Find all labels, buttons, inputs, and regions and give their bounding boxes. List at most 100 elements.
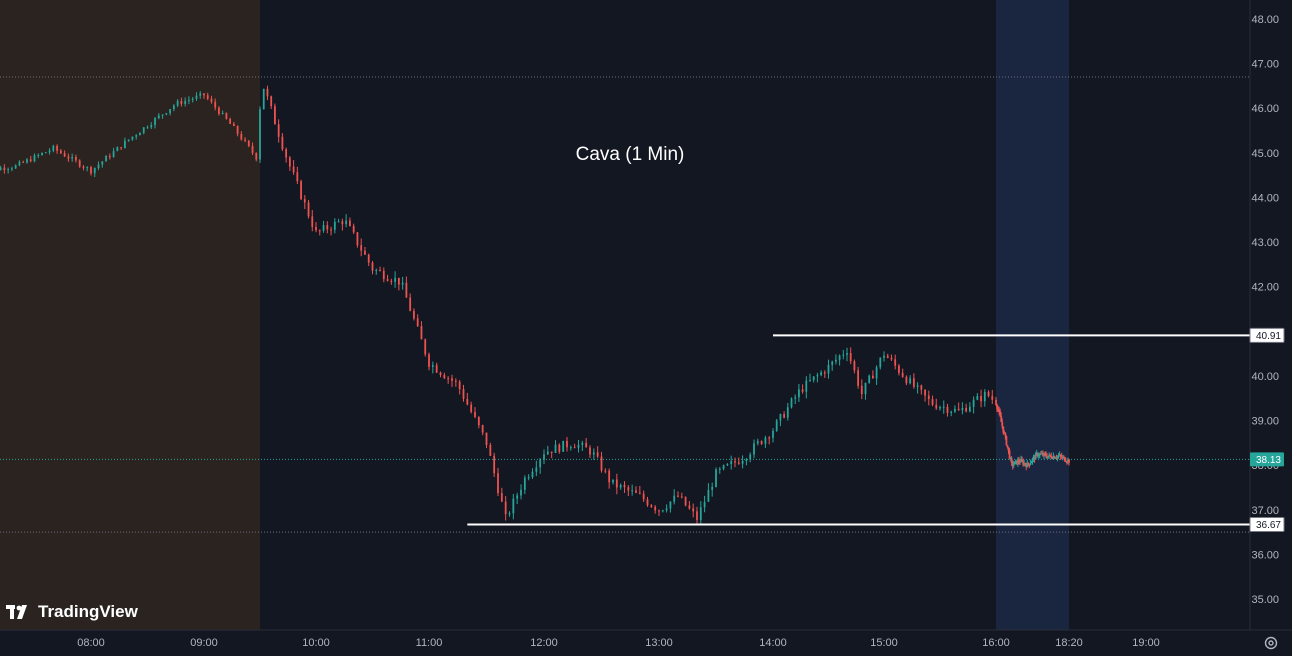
candle — [786, 402, 789, 421]
y-tick-label: 39.00 — [1251, 416, 1279, 428]
candle — [127, 139, 130, 142]
candle — [627, 485, 630, 496]
candle — [1054, 456, 1057, 459]
candle — [531, 468, 534, 479]
candle — [957, 402, 960, 411]
candle — [48, 148, 51, 155]
candle — [184, 97, 187, 107]
candle — [188, 96, 190, 105]
candle — [1059, 454, 1062, 461]
candle — [696, 506, 698, 525]
candle — [169, 108, 171, 116]
candle — [968, 402, 971, 413]
candle — [105, 155, 107, 162]
candle — [857, 366, 859, 389]
candle — [1031, 457, 1034, 465]
candle — [394, 271, 396, 288]
price-axis[interactable]: 48.0047.0046.0045.0044.0043.0042.0041.00… — [1251, 14, 1279, 606]
y-tick-label: 44.00 — [1251, 192, 1279, 204]
candle — [244, 137, 246, 143]
candle — [1042, 450, 1044, 457]
candle — [1036, 452, 1039, 458]
candle — [1039, 451, 1042, 455]
candle — [1025, 462, 1028, 471]
candle — [364, 247, 366, 255]
candle — [356, 231, 359, 248]
horizontal-levels[interactable] — [467, 334, 1250, 526]
candle — [1055, 454, 1058, 460]
candle — [477, 416, 480, 429]
candle — [745, 457, 748, 466]
candle — [604, 468, 607, 474]
candle — [879, 357, 882, 370]
candle — [831, 360, 834, 371]
candle — [520, 484, 522, 500]
candle — [1021, 456, 1023, 462]
candle — [367, 253, 370, 266]
candle — [214, 98, 217, 111]
candle — [266, 85, 269, 101]
candle — [772, 428, 774, 443]
candle — [116, 146, 119, 152]
x-tick-label: 18:20 — [1055, 637, 1083, 649]
candle — [1017, 457, 1019, 467]
candle — [950, 410, 953, 417]
candle — [980, 389, 982, 408]
candle — [868, 374, 871, 384]
candle — [619, 483, 622, 490]
candle — [849, 347, 852, 365]
svg-text:36.67: 36.67 — [1256, 520, 1281, 531]
candle — [274, 103, 276, 125]
candle — [270, 95, 273, 109]
candle — [875, 365, 878, 385]
time-axis[interactable]: 08:00 09:00 10:00 11:00 12:00 13:00 14:00 15:00… — [77, 637, 1160, 649]
tradingview-brand[interactable]: TradingView — [6, 602, 138, 622]
candle — [939, 405, 941, 411]
candle — [692, 503, 695, 518]
candle — [646, 496, 649, 507]
y-tick-label: 42.00 — [1251, 282, 1279, 294]
candle — [1033, 454, 1036, 463]
candle — [386, 274, 389, 282]
candle — [991, 389, 994, 405]
candle — [1048, 452, 1051, 459]
candle — [375, 268, 378, 275]
candle — [292, 160, 295, 175]
candle — [592, 448, 595, 460]
candle — [180, 97, 183, 107]
candle — [860, 379, 863, 400]
level-badge-36.67: 36.67 — [1249, 516, 1285, 532]
candle — [1010, 456, 1013, 467]
candle — [783, 411, 785, 419]
candlestick-series — [0, 85, 1070, 526]
candle — [623, 481, 626, 493]
candle — [397, 277, 400, 291]
candle — [920, 384, 923, 395]
candle — [221, 110, 224, 115]
candle — [741, 455, 744, 469]
candle — [101, 161, 104, 168]
candle — [1008, 448, 1011, 460]
candle — [516, 492, 519, 505]
candle — [497, 467, 499, 497]
settings-gear-icon[interactable] — [1262, 634, 1280, 652]
candle — [1050, 452, 1053, 459]
candle — [454, 378, 457, 387]
candle — [255, 152, 258, 162]
candle — [665, 504, 668, 513]
candle — [401, 276, 404, 290]
candle — [909, 375, 912, 385]
candle — [195, 92, 198, 101]
candle — [883, 351, 885, 362]
candle — [161, 114, 164, 119]
candle — [1064, 457, 1067, 463]
candle — [612, 479, 614, 485]
candle — [650, 504, 653, 508]
candle — [512, 493, 515, 520]
candle — [97, 161, 100, 171]
candle — [470, 401, 473, 414]
candle — [176, 99, 179, 108]
candle — [322, 220, 325, 233]
candle — [543, 449, 545, 464]
